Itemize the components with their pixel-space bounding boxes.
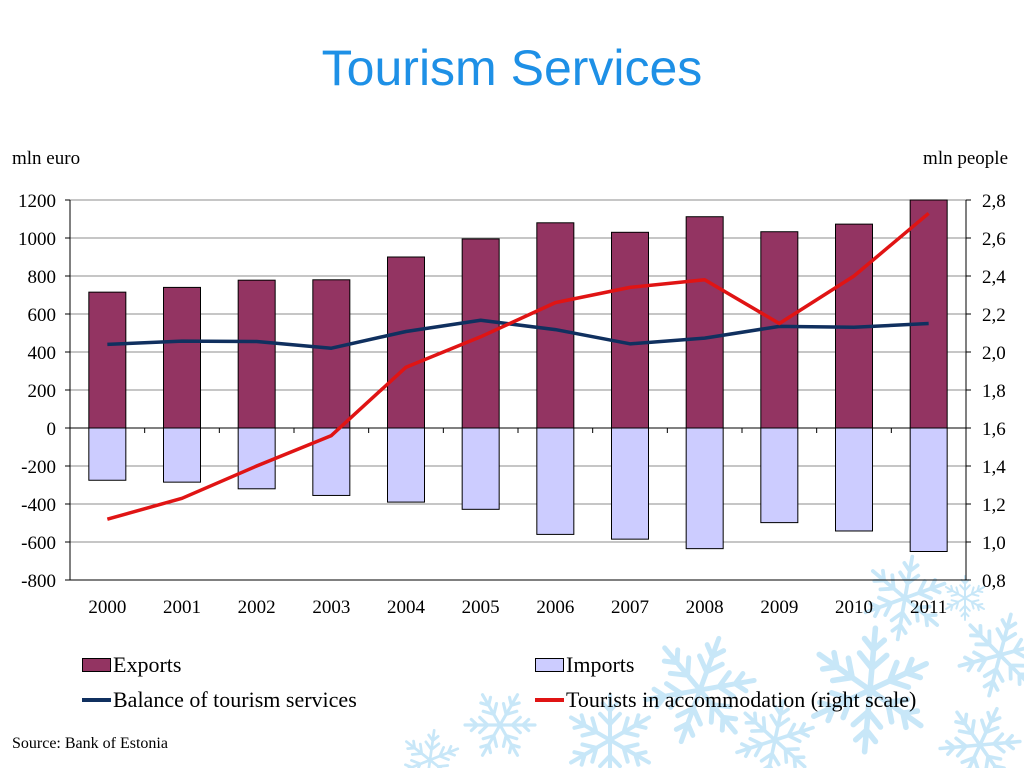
legend-imports-swatch: [535, 658, 564, 672]
snowflake-icon: [453, 678, 547, 768]
left-tick-label: -600: [21, 533, 56, 554]
bar-imports: [88, 427, 127, 481]
category-label: 2000: [88, 597, 126, 618]
bar-imports: [163, 427, 201, 483]
legend-imports: Imports: [535, 652, 635, 677]
bar-exports: [312, 279, 351, 429]
right-tick-label: 1,0: [982, 533, 1006, 554]
legend-tourists-line: [535, 698, 564, 702]
legend-imports-label: Imports: [566, 652, 635, 677]
bar-exports: [387, 256, 425, 429]
category-label: 2005: [462, 597, 500, 618]
snowflake-icon: [928, 692, 1024, 768]
slide-title: Tourism Services: [321, 40, 703, 96]
bar-imports: [835, 427, 873, 532]
left-tick-label: 400: [28, 343, 57, 364]
bar-exports: [163, 286, 201, 429]
bar-imports: [909, 427, 948, 552]
bar-exports: [909, 199, 948, 429]
right-tick-label: 2,0: [982, 343, 1006, 364]
left-tick-label: -800: [21, 571, 56, 592]
right-tick-label: 0,8: [982, 571, 1006, 592]
source-note: Source: Bank of Estonia: [12, 735, 168, 752]
category-label: 2006: [536, 597, 574, 618]
bar-exports: [685, 216, 724, 429]
right-tick-label: 2,4: [982, 267, 1006, 288]
right-tick-label: 2,2: [982, 305, 1006, 326]
legend-balance-line: [82, 698, 111, 702]
bar-imports: [760, 427, 799, 524]
category-label: 2003: [312, 597, 350, 618]
left-tick-label: 1200: [18, 191, 56, 212]
category-label: 2002: [238, 597, 276, 618]
category-label: 2009: [760, 597, 798, 618]
left-tick-label: 600: [28, 305, 57, 326]
left-tick-label: -400: [21, 495, 56, 516]
bar-imports: [387, 427, 425, 503]
category-label: 2011: [910, 597, 947, 618]
category-label: 2004: [387, 597, 426, 618]
right-tick-label: 2,8: [982, 191, 1006, 212]
bar-exports: [88, 291, 127, 429]
bar-imports: [685, 427, 724, 550]
bar-imports: [461, 427, 500, 510]
bar-exports: [461, 238, 500, 429]
legend-exports-swatch: [82, 658, 111, 672]
bar-exports: [536, 222, 575, 429]
legend-exports-label: Exports: [113, 652, 182, 677]
right-tick-label: 1,2: [982, 495, 1006, 516]
left-tick-label: 1000: [18, 229, 56, 250]
legend-tourists-label: Tourists in accommodation (right scale): [566, 687, 917, 712]
bar-exports: [237, 279, 276, 429]
legend-balance-label: Balance of tourism services: [113, 687, 357, 712]
left-tick-label: 200: [28, 381, 57, 402]
right-axis-unit-label: mln people: [923, 148, 1008, 169]
right-tick-label: 2,6: [982, 229, 1006, 250]
legend-exports: Exports: [82, 652, 182, 677]
left-tick-label: 0: [47, 419, 57, 440]
category-label: 2010: [835, 597, 873, 618]
left-axis-unit-label: mln euro: [12, 148, 81, 169]
bar-imports: [536, 427, 575, 535]
line-balance: [107, 318, 929, 350]
right-tick-label: 1,4: [982, 457, 1006, 478]
snowflake-icon: [397, 726, 463, 768]
right-tick-label: 1,8: [982, 381, 1006, 402]
category-label: 2008: [686, 597, 724, 618]
line-tourists: [106, 211, 930, 521]
right-tick-label: 1,6: [982, 419, 1006, 440]
bar-imports: [611, 427, 649, 540]
legend-balance: Balance of tourism services: [82, 687, 357, 712]
left-tick-label: -200: [21, 457, 56, 478]
bar-imports: [312, 427, 351, 496]
bar-exports: [611, 231, 649, 429]
bar-imports: [237, 427, 276, 490]
legend-tourists: Tourists in accommodation (right scale): [535, 687, 917, 712]
category-label: 2007: [611, 597, 649, 618]
category-label: 2001: [163, 597, 201, 618]
left-tick-label: 800: [28, 267, 57, 288]
tourism-chart: 120010008006004002000-200-400-600-8002,8…: [18, 191, 1006, 618]
